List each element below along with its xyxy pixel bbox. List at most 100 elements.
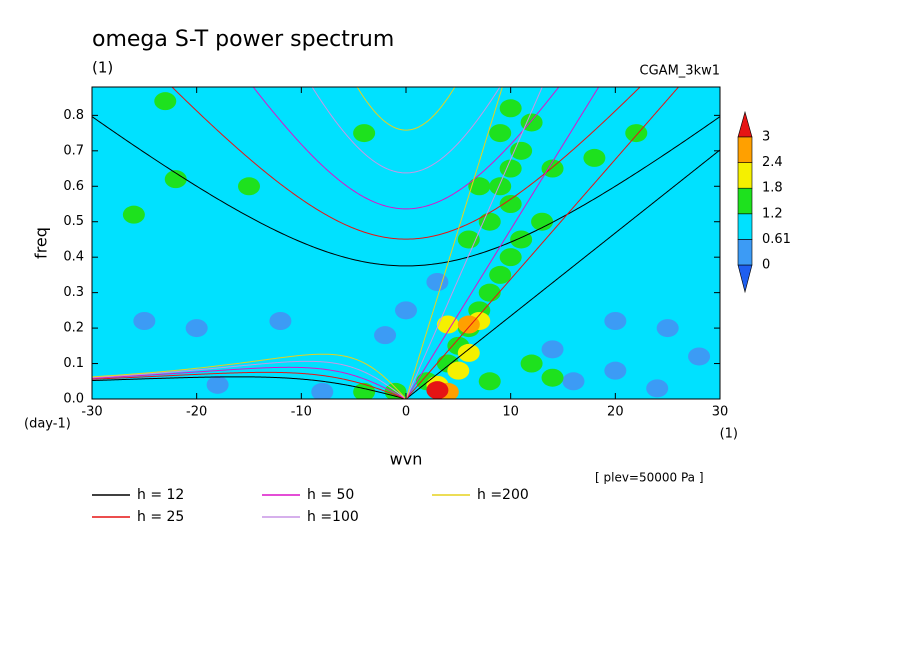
dispersion-curves: [92, 87, 720, 399]
colorbar-box: [737, 239, 753, 266]
x-tick-label: -20: [186, 405, 207, 420]
field: [92, 87, 720, 399]
y-tick-label: 0.2: [63, 321, 84, 336]
contour-patch: [499, 195, 522, 213]
colorbar-high: [737, 110, 753, 138]
legend-label: h = 12: [137, 487, 184, 503]
chart-title: omega S-T power spectrum: [92, 27, 394, 52]
y-tick-label: 0.0: [63, 392, 84, 407]
contour-patch: [395, 301, 417, 320]
contour-patch: [541, 340, 564, 359]
contour-patch: [457, 343, 480, 362]
contour-patch: [353, 124, 376, 143]
contour-patch: [510, 141, 533, 160]
contour-patch: [206, 375, 229, 394]
colorbar-label: 3: [762, 130, 770, 145]
y-axis-label: freq: [32, 227, 51, 259]
x-tick-label: 0: [402, 405, 410, 420]
colorbar-label: 0: [762, 258, 770, 273]
contour-patch: [656, 319, 679, 338]
contour-patch: [269, 312, 292, 330]
contour-patch: [604, 312, 627, 330]
contour-patch: [447, 361, 470, 380]
contour-patch: [426, 273, 449, 291]
dispersion-curve: [92, 116, 720, 267]
dispersion-curve: [171, 87, 641, 240]
x-tick-label: -30: [81, 405, 102, 420]
contour-patch: [489, 177, 512, 196]
x-unit: (1): [720, 427, 738, 442]
colorbar-low: [737, 264, 753, 294]
y-tick-label: 0.4: [63, 250, 84, 265]
y-tick-label: 0.6: [63, 179, 84, 194]
contour-patch: [489, 124, 512, 143]
x-tick-label: 30: [712, 405, 729, 420]
x-tick-label: 20: [607, 405, 624, 420]
y-tick-label: 0.1: [63, 356, 84, 371]
x-axis-label: wvn: [390, 450, 423, 469]
contour-patch: [531, 212, 554, 231]
colorbar-label: 1.8: [762, 181, 783, 196]
colorbar-box: [737, 162, 753, 189]
contour-patch: [499, 99, 522, 118]
dispersion-curve: [92, 366, 407, 399]
legend-label: h =100: [307, 509, 359, 525]
x-tick-label: 10: [502, 405, 519, 420]
y-tick-label: 0.5: [63, 214, 84, 229]
legend-label: h = 50: [307, 487, 354, 503]
dispersion-curve: [405, 87, 543, 399]
contour-patch: [426, 381, 449, 399]
contour-patch: [510, 230, 533, 249]
contour-patch: [520, 354, 543, 373]
contour-patch: [583, 148, 606, 167]
colorbar-box: [737, 136, 753, 163]
contour-patch: [311, 382, 334, 399]
dispersion-curve: [405, 87, 503, 399]
contour-patch: [133, 312, 156, 330]
contour-patch: [688, 347, 711, 366]
contour-patch: [238, 177, 260, 196]
contour-patch: [489, 265, 512, 284]
contour-patch: [604, 361, 627, 380]
colorbar-label: 2.4: [762, 155, 783, 170]
y-unit: (day-1): [24, 417, 71, 432]
contour-patch: [499, 159, 522, 178]
legend-label: h = 25: [137, 509, 184, 525]
colorbar-label: 0.61: [762, 232, 791, 247]
legend-label: h =200: [477, 487, 529, 503]
y-tick-label: 0.7: [63, 143, 84, 158]
contour-patch: [646, 379, 669, 398]
field-background: [92, 87, 720, 399]
dispersion-curve: [311, 87, 501, 174]
colorbar-box: [737, 213, 753, 240]
contour-patch: [478, 212, 501, 231]
contour-patch: [478, 283, 501, 302]
dispersion-curve: [92, 353, 407, 399]
contour-patch: [436, 315, 459, 334]
colorbar-label: 1.2: [762, 206, 783, 221]
dispersion-curve: [252, 87, 560, 210]
source-label: CGAM_3kw1: [640, 64, 720, 79]
dispersion-curve: [405, 149, 720, 399]
subtitle: (1): [92, 59, 113, 77]
contour-patch: [185, 319, 208, 338]
contour-patch: [541, 368, 564, 387]
annotation: [ plev=50000 Pa ]: [595, 471, 704, 485]
contour-patch: [562, 372, 585, 391]
y-tick-label: 0.3: [63, 285, 84, 300]
dispersion-curve: [92, 376, 407, 399]
contour-patch: [122, 205, 145, 224]
contour-patch: [374, 326, 397, 345]
contour-patch: [541, 159, 564, 178]
dispersion-curve: [405, 87, 600, 399]
contour-patch: [499, 248, 522, 267]
colorbar-box: [737, 187, 753, 215]
dispersion-curve: [92, 360, 407, 399]
contour-patch: [468, 177, 491, 196]
x-tick-label: -10: [291, 405, 312, 420]
contour-patch: [457, 230, 480, 249]
dispersion-curve: [356, 87, 456, 131]
dispersion-curve: [92, 371, 407, 399]
contour-patch: [154, 92, 177, 111]
